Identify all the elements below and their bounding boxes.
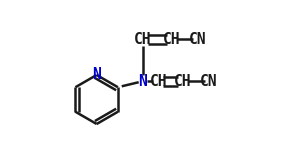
- Text: N: N: [92, 67, 101, 82]
- Text: CH: CH: [134, 32, 151, 47]
- Text: CN: CN: [200, 74, 218, 89]
- Text: N: N: [138, 74, 147, 89]
- Text: CH: CH: [163, 32, 180, 47]
- Text: CH: CH: [150, 74, 167, 89]
- Text: CN: CN: [188, 32, 206, 47]
- Text: CH: CH: [174, 74, 192, 89]
